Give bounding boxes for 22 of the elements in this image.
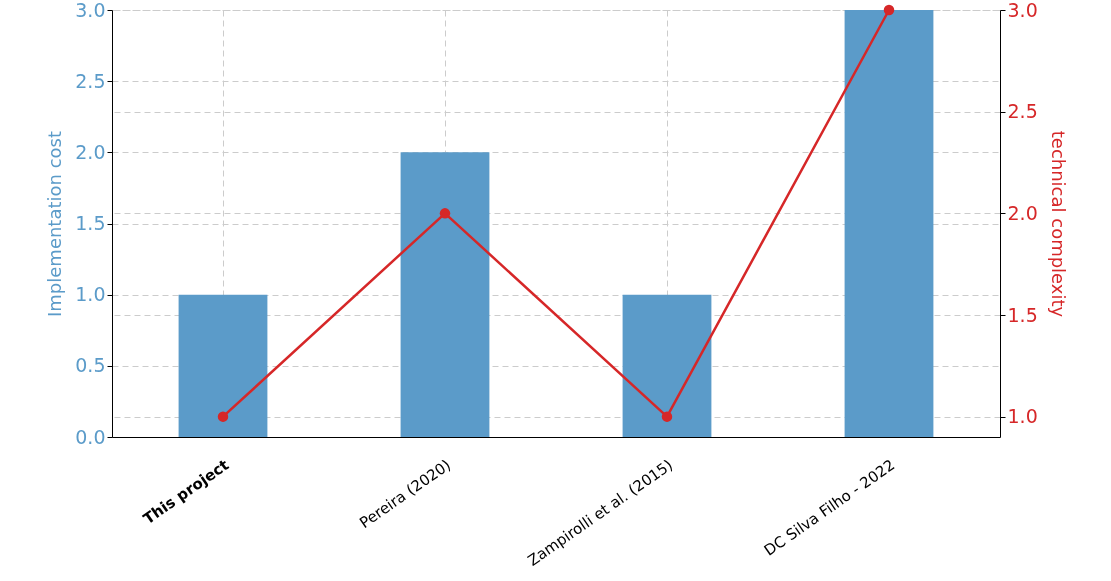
bar xyxy=(400,152,490,437)
point xyxy=(217,411,229,422)
y2-tick-label: 1.5 xyxy=(1007,303,1038,326)
y2-tick-label: 1.0 xyxy=(1007,405,1038,428)
y-tick-label: 1.0 xyxy=(75,283,106,306)
y-tick-label: 0.5 xyxy=(75,354,106,377)
y2-axis-title: technical complexity xyxy=(1047,130,1069,318)
y-axis-title: Implementation cost xyxy=(44,131,66,317)
bar xyxy=(178,294,268,437)
point xyxy=(661,411,673,422)
bar xyxy=(844,10,934,437)
y2-tick-label: 3.0 xyxy=(1007,0,1038,21)
bar xyxy=(622,294,712,437)
y-tick-label: 2.5 xyxy=(75,69,106,92)
y2-tick-label: 2.5 xyxy=(1007,100,1038,123)
y2-tick-label: 2.0 xyxy=(1007,201,1038,224)
point xyxy=(883,4,895,16)
y-tick-label: 2.0 xyxy=(75,140,106,163)
y-tick-label: 3.0 xyxy=(75,0,106,21)
y-tick-label: 0.0 xyxy=(75,425,106,448)
point xyxy=(439,208,451,219)
y-tick-label: 1.5 xyxy=(75,212,106,234)
